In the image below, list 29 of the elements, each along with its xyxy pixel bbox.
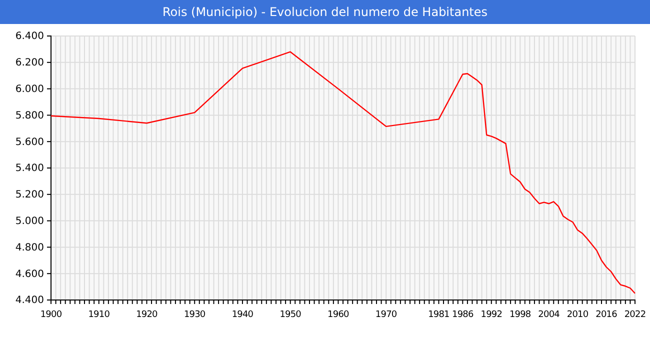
x-tick-label: 1920 bbox=[136, 310, 158, 320]
x-tick-label: 2010 bbox=[566, 310, 589, 320]
x-tick-label: 1950 bbox=[280, 310, 302, 320]
x-tick-label: 1940 bbox=[232, 310, 254, 320]
y-tick-label: 6.400 bbox=[15, 31, 44, 42]
x-tick-label: 1998 bbox=[509, 310, 532, 320]
x-tick-label: 1992 bbox=[480, 310, 502, 320]
x-tick-label: 1910 bbox=[88, 310, 110, 320]
y-tick-label: 5.000 bbox=[15, 216, 44, 227]
x-tick-label: 2004 bbox=[538, 310, 560, 320]
y-tick-label: 5.400 bbox=[15, 163, 44, 174]
y-tick-label: 6.000 bbox=[15, 84, 44, 95]
x-tick-label: 2022 bbox=[624, 310, 646, 320]
y-tick-label: 4.600 bbox=[15, 268, 44, 280]
y-tick-label: 5.600 bbox=[15, 136, 44, 148]
y-tick-label: 5.800 bbox=[15, 110, 44, 122]
x-tick-label: 1970 bbox=[375, 310, 398, 320]
x-tick-label: 2016 bbox=[596, 310, 618, 320]
line-series bbox=[50, 51, 636, 294]
y-tick-label: 6.200 bbox=[15, 58, 44, 69]
chart-title: Rois (Municipio) - Evolucion del numero de Habitantes bbox=[162, 5, 488, 19]
x-tick-label: 1930 bbox=[184, 310, 206, 320]
x-tick-label: 1900 bbox=[40, 310, 62, 320]
y-tick-label: 4.400 bbox=[15, 295, 44, 306]
x-tick-label: 1981 bbox=[428, 310, 450, 320]
y-tick-label: 4.800 bbox=[15, 242, 44, 254]
y-tick-label: 5.200 bbox=[15, 190, 44, 201]
x-tick-label: 1960 bbox=[328, 310, 350, 320]
x-tick-label: 1986 bbox=[452, 310, 474, 320]
